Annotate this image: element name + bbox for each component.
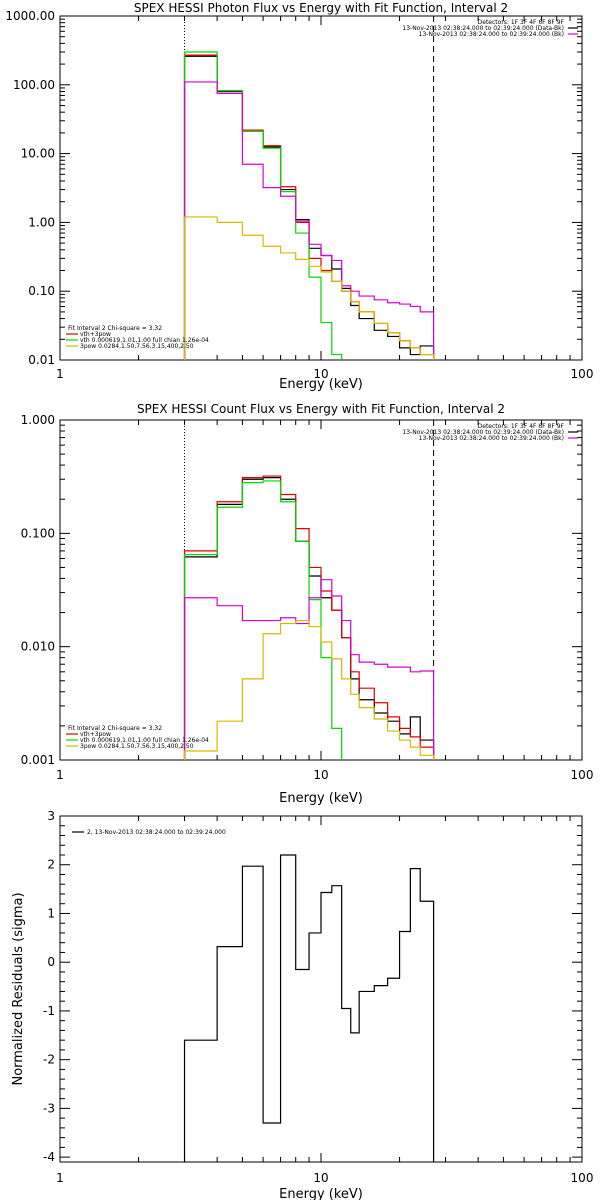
legend-entry: Fit Interval 2 Chi-square = 3.32 [68, 325, 162, 332]
y-axis-label: Normalized Residuals (sigma) [11, 892, 26, 1085]
y-tick-label: 0.01 [28, 353, 55, 367]
series-line-5 [183, 216, 435, 360]
legend-entry: Fit Interval 2 Chi-square = 3.32 [68, 725, 162, 732]
series-line-3 [183, 51, 343, 360]
y-tick-label: 0.10 [28, 284, 55, 298]
y-tick-label: 100.00 [13, 78, 55, 92]
y-tick-label: 1 [47, 906, 55, 920]
y-tick-label: -3 [43, 1101, 55, 1115]
chart-title: SPEX HESSI Photon Flux vs Energy with Fi… [134, 1, 508, 15]
x-tick-label: 1 [56, 1171, 64, 1185]
x-axis-label: Energy (keV) [279, 1187, 363, 1200]
time-interval-label: 13-Nov-2013 02:38:24.000 to 02:39:24.000… [402, 429, 564, 436]
legend-entry: vth+3pow [80, 731, 111, 738]
time-interval-label: 13-Nov-2013 02:38:24.000 to 02:39:24.000… [402, 25, 564, 32]
series-line-3 [183, 480, 343, 760]
series-line-4 [183, 81, 435, 360]
legend-entry: vth+3pow [80, 331, 111, 338]
y-tick-label: -4 [43, 1150, 55, 1164]
y-tick-label: 2 [47, 858, 55, 872]
chart-panel-1: SPEX HESSI Photon Flux vs Energy with Fi… [5, 1, 593, 392]
y-tick-label: 1000.00 [5, 9, 55, 23]
legend-entry: 2, 13-Nov-2013 02:38:24.000 to 02:39:24.… [87, 829, 226, 836]
y-tick-label: 0.001 [21, 753, 55, 767]
x-tick-label: 10 [313, 367, 328, 381]
y-tick-label: 0 [47, 955, 55, 969]
x-axis-label: Energy (keV) [279, 791, 363, 806]
x-tick-label: 1 [56, 768, 64, 782]
legend-entry: 3pow 0.0284,1.50,7.56,3.15,400,2.50 [80, 343, 194, 350]
x-axis-label: Energy (keV) [279, 377, 363, 392]
y-tick-label: 1.000 [21, 413, 55, 427]
series-line-4 [183, 579, 435, 760]
series-line-2 [183, 475, 435, 760]
series-line-1 [183, 854, 435, 1162]
legend-entry: 3pow 0.0284,1.50,7.56,3.15,400,2.50 [80, 743, 194, 750]
x-tick-label: 1 [56, 367, 64, 381]
x-tick-label: 10 [313, 768, 328, 782]
series-line-5 [183, 619, 435, 760]
chart-panel-3: 1 10 100 -4 -3 -2 -1 0 1 2 3 Energy (keV) Normalized… [11, 809, 593, 1200]
y-tick-label: 0.010 [21, 640, 55, 654]
legend-entry: vth 0.000619,1.01,1.00 full chian 1.26e-… [80, 737, 209, 744]
chart-title: SPEX HESSI Count Flux vs Energy with Fit… [137, 402, 505, 416]
detectors-label: Detectors: 1F 3F 4F 6F 8F 9F [478, 423, 565, 430]
x-tick-label: 10 [313, 1171, 328, 1185]
y-tick-label: 10.00 [21, 147, 55, 161]
y-tick-label: -1 [43, 1004, 55, 1018]
x-tick-label: 100 [571, 1171, 594, 1185]
time-interval-label: 13-Nov-2013 02:38:24.000 to 02:39:24.000… [419, 31, 564, 38]
chart-panel-2: SPEX HESSI Count Flux vs Energy with Fit… [21, 402, 594, 806]
legend-entry: vth 0.000619,1.01,1.00 full chian 1.26e-… [80, 337, 209, 344]
y-tick-label: 0.100 [21, 526, 55, 540]
y-tick-label: -2 [43, 1053, 55, 1067]
x-tick-label: 100 [571, 367, 594, 381]
x-tick-label: 100 [571, 768, 594, 782]
y-tick-label: 3 [47, 809, 55, 823]
time-interval-label: 13-Nov-2013 02:38:24.000 to 02:39:24.000… [419, 435, 564, 442]
detectors-label: Detectors: 1F 3F 4F 6F 8F 9F [478, 19, 565, 26]
y-tick-label: 1.00 [28, 215, 55, 229]
